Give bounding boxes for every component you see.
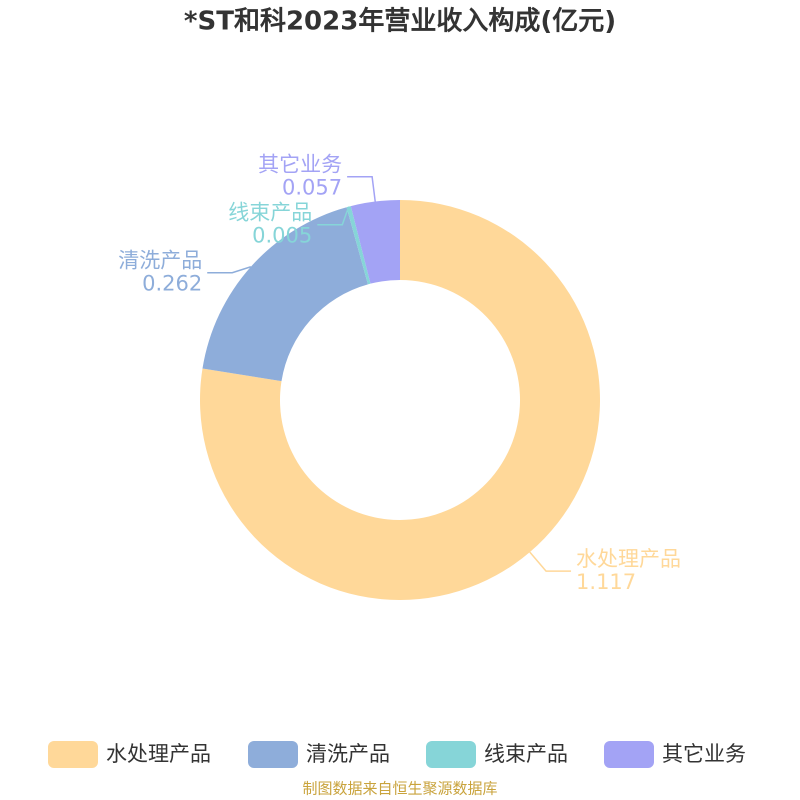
- donut-slice: [199, 200, 600, 600]
- slice-value: 1.117: [576, 570, 636, 594]
- legend-swatch: [48, 741, 98, 768]
- slice-label: 其它业务: [258, 153, 342, 177]
- chart-title: *ST和科2023年营业收入构成(亿元): [184, 6, 616, 37]
- leader-line: [207, 266, 252, 274]
- slice-label: 清洗产品: [118, 249, 202, 273]
- leader-line: [347, 175, 376, 202]
- slice-value: 0.262: [142, 272, 202, 296]
- legend-swatch: [248, 741, 298, 768]
- slice-label: 线束产品: [228, 201, 312, 225]
- leader-line: [317, 206, 350, 226]
- legend-label: 线束产品: [484, 742, 568, 766]
- legend-swatch: [604, 741, 654, 768]
- donut-slice: [346, 206, 371, 285]
- legend-label: 其它业务: [662, 742, 746, 766]
- source-note: 制图数据来自恒生聚源数据库: [302, 780, 497, 798]
- slice-label: 水处理产品: [576, 547, 681, 571]
- legend-label: 水处理产品: [106, 742, 211, 766]
- donut-slice: [350, 200, 400, 284]
- legend-label: 清洗产品: [306, 742, 390, 766]
- donut-slice: [202, 207, 368, 382]
- slice-value: 0.057: [282, 176, 342, 200]
- legend-swatch: [426, 741, 476, 768]
- leader-line: [529, 551, 572, 572]
- slice-value: 0.005: [252, 224, 312, 248]
